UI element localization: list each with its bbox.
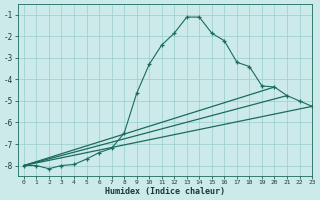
X-axis label: Humidex (Indice chaleur): Humidex (Indice chaleur) <box>105 187 225 196</box>
